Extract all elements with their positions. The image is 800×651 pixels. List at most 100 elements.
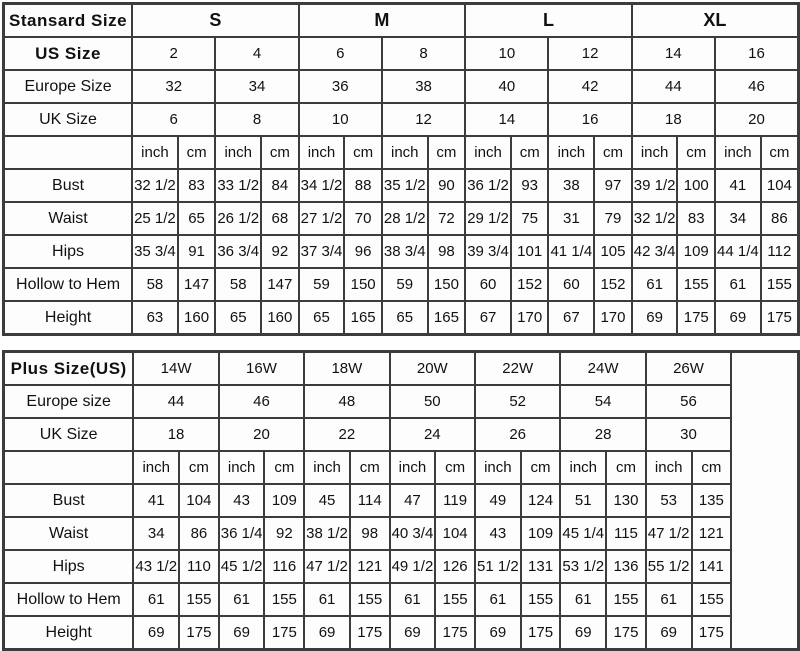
- table-cell: 4: [214, 36, 300, 71]
- table-cell: 104: [178, 483, 220, 518]
- table-cell: 51 1/2: [473, 549, 522, 584]
- table-cell: 18: [132, 417, 220, 452]
- table-cell: 141: [690, 549, 733, 584]
- table-cell: 28: [559, 417, 647, 452]
- table-cell: 41 1/4: [547, 234, 596, 269]
- table-cell: 26W: [644, 350, 733, 386]
- table-cell: 34 1/2: [297, 168, 346, 203]
- table-cell: 38 1/2: [303, 516, 351, 551]
- table-cell: 61: [388, 582, 437, 617]
- table-row: Height 69 175 69 175 69 175 69 175 69 175 69 175 69 17…: [2, 615, 799, 651]
- table-cell: 90: [426, 168, 467, 203]
- table-cell: 170: [593, 300, 633, 336]
- table-row: US Size 2 4 6 8 10 12 14 16: [2, 36, 800, 71]
- table-cell: 79: [593, 201, 633, 236]
- table-cell: 33 1/2: [214, 168, 263, 203]
- table-row: Height 63 160 65 160 65 165 65 165 67 170 67 170 69 17…: [2, 300, 800, 336]
- table-cell: 45: [303, 483, 351, 518]
- table-cell: inch: [214, 135, 263, 170]
- table-cell: cm: [343, 135, 383, 170]
- table-cell: 65: [380, 300, 429, 336]
- table-cell: 86: [178, 516, 220, 551]
- table-cell: 59: [297, 267, 346, 302]
- table-cell: 53: [644, 483, 693, 518]
- table-cell: 110: [178, 549, 220, 584]
- table-cell: 44: [630, 69, 717, 104]
- table-cell: 70: [343, 201, 383, 236]
- table-cell: 175: [759, 300, 800, 336]
- table-cell: M: [297, 2, 467, 38]
- table-cell: cm: [593, 135, 633, 170]
- row-label: Plus Size(US): [2, 350, 135, 386]
- table-cell: 175: [434, 615, 476, 651]
- table-cell: 60: [547, 267, 596, 302]
- table-cell: 135: [690, 483, 733, 518]
- table-cell: 46: [714, 69, 800, 104]
- table-cell: 38: [547, 168, 596, 203]
- table-cell: 69: [388, 615, 437, 651]
- table-cell: 65: [176, 201, 217, 236]
- table-cell: 30: [644, 417, 733, 452]
- table-row: Europe size 44 46 48 50 52 54 56: [2, 384, 799, 419]
- table-cell: 26: [473, 417, 562, 452]
- table-cell: inch: [473, 450, 522, 485]
- table-cell: 2: [131, 36, 217, 71]
- table-cell: inch: [464, 135, 512, 170]
- table-cell: 175: [178, 615, 220, 651]
- table-cell: cm: [690, 450, 733, 485]
- table-cell: inch: [714, 135, 762, 170]
- table-cell: inch: [132, 450, 181, 485]
- row-label: Hips: [2, 234, 134, 269]
- table-cell: inch: [297, 135, 346, 170]
- table-row: Waist 25 1/2 65 26 1/2 68 27 1/2 70 28 1/2 72 29 …: [2, 201, 800, 236]
- table-cell: inch: [217, 450, 266, 485]
- table-cell: 53 1/2: [559, 549, 608, 584]
- table-cell: inch: [644, 450, 693, 485]
- table-cell: 39 1/2: [630, 168, 679, 203]
- table-cell: 124: [519, 483, 562, 518]
- table-cell: 61: [644, 582, 693, 617]
- table-cell: 88: [343, 168, 383, 203]
- table-cell: 175: [263, 615, 306, 651]
- row-label: Europe size: [2, 384, 135, 419]
- row-label: [2, 135, 134, 170]
- table-cell: 69: [714, 300, 762, 336]
- table-cell: 42 3/4: [630, 234, 679, 269]
- table-row: UK Size 18 20 22 24 26 28 30: [2, 417, 799, 452]
- row-label: UK Size: [2, 102, 134, 137]
- table-cell: 32: [131, 69, 217, 104]
- table-cell: cm: [605, 450, 647, 485]
- table-cell: 31: [547, 201, 596, 236]
- table-cell: 155: [676, 267, 717, 302]
- table-cell: 84: [260, 168, 300, 203]
- table-cell: 8: [214, 102, 300, 137]
- row-label: Hips: [2, 549, 135, 584]
- table-cell: cm: [178, 450, 220, 485]
- table-cell: 68: [260, 201, 300, 236]
- table-cell: 152: [509, 267, 550, 302]
- table-cell: 22W: [473, 350, 562, 386]
- table-cell: 10: [297, 102, 383, 137]
- table-cell: 91: [176, 234, 217, 269]
- table-cell: 126: [434, 549, 476, 584]
- table-cell: 93: [509, 168, 550, 203]
- row-label: Stansard Size: [2, 2, 134, 38]
- table-cell: 160: [176, 300, 217, 336]
- table-cell: 63: [131, 300, 179, 336]
- table-cell: inch: [131, 135, 179, 170]
- table-row: Hollow to Hem 58 147 58 147 59 150 59 150 60 152 60…: [2, 267, 800, 302]
- table-cell: inch: [380, 135, 429, 170]
- table-cell: 45 1/2: [217, 549, 266, 584]
- table-cell: 59: [380, 267, 429, 302]
- table-cell: 36 3/4: [214, 234, 263, 269]
- table-cell: 105: [593, 234, 633, 269]
- table-cell: 42: [547, 69, 633, 104]
- row-label: US Size: [2, 36, 134, 71]
- table-cell: 109: [263, 483, 306, 518]
- table-cell: 26 1/2: [214, 201, 263, 236]
- table-cell: 121: [690, 516, 733, 551]
- table-cell: 43 1/2: [132, 549, 181, 584]
- table-cell: 69: [630, 300, 679, 336]
- table-cell: 61: [132, 582, 181, 617]
- table-cell: 32 1/2: [630, 201, 679, 236]
